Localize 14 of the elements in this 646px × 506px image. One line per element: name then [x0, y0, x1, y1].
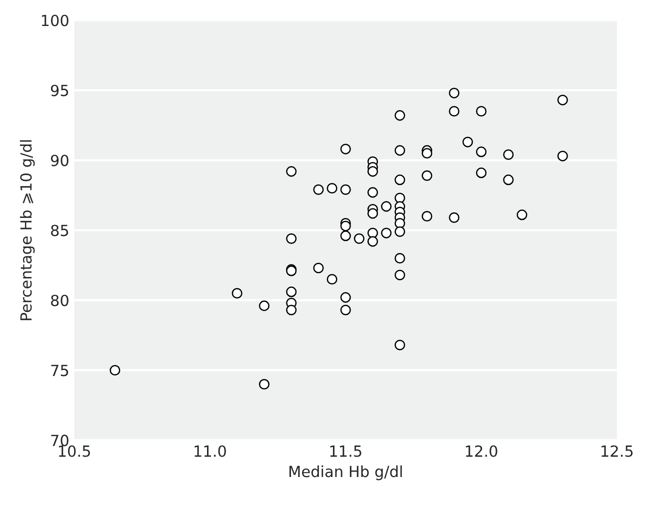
x-axis-title: Median Hb g/dl [289, 465, 402, 480]
x-tick-label: 10.5 [58, 445, 90, 457]
y-tick-label: 95 [50, 84, 68, 96]
y-tick-label: 85 [51, 224, 68, 236]
x-tick-label: 12.0 [466, 445, 498, 457]
y-tick-label: 80 [51, 294, 68, 306]
y-tick-label: 70 [51, 434, 68, 446]
x-tick-label: 11.5 [330, 446, 362, 457]
y-axis-title: Percentage Hb ⩾10 g/dl [20, 140, 35, 320]
x-tick-label: 12.5 [602, 445, 633, 457]
y-tick-label: 90 [50, 154, 68, 166]
y-tick-label: 100 [42, 14, 68, 26]
y-tick-label: 75 [51, 364, 68, 376]
x-tick-label: 11.0 [194, 445, 226, 457]
